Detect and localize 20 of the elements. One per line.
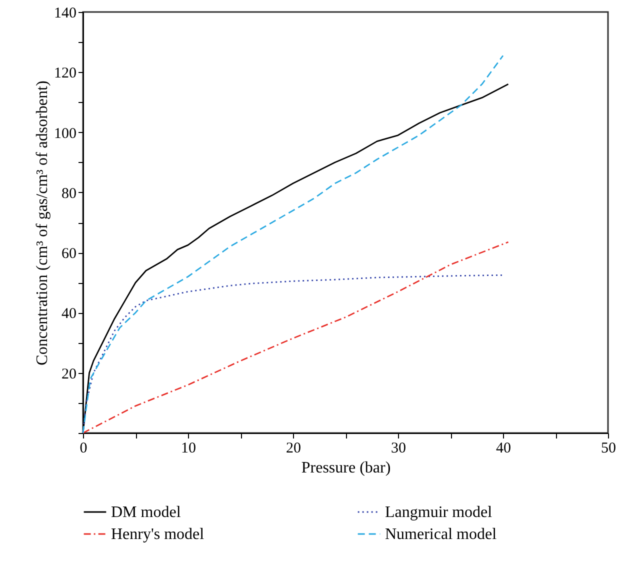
x-axis-title: Pressure (bar) — [301, 460, 391, 476]
x-tick-label: 20 — [286, 440, 301, 456]
y-tick-label: 60 — [62, 246, 76, 262]
y-tick-label: 120 — [54, 66, 76, 82]
y-tick-label: 40 — [62, 306, 76, 322]
y-tick-label: 20 — [62, 366, 76, 382]
y-tick-label: 100 — [54, 126, 76, 142]
legend-label: Langmuir model — [385, 504, 493, 521]
y-axis-title: Concentration (cm³ of gas/cm³ of adsorbent) — [34, 80, 51, 366]
y-tick-label: 80 — [62, 186, 76, 202]
legend-label: Numerical model — [385, 526, 498, 543]
x-tick-label: 40 — [496, 440, 511, 456]
x-tick-label: 10 — [181, 440, 196, 456]
x-tick-label: 50 — [601, 440, 616, 456]
legend-label: DM model — [111, 504, 182, 521]
x-tick-label: 30 — [391, 440, 406, 456]
line-series — [82, 241, 509, 434]
legend-label: Henry's model — [111, 526, 205, 543]
y-tick-label: 140 — [54, 6, 76, 22]
x-tick-label: 0 — [80, 440, 88, 456]
